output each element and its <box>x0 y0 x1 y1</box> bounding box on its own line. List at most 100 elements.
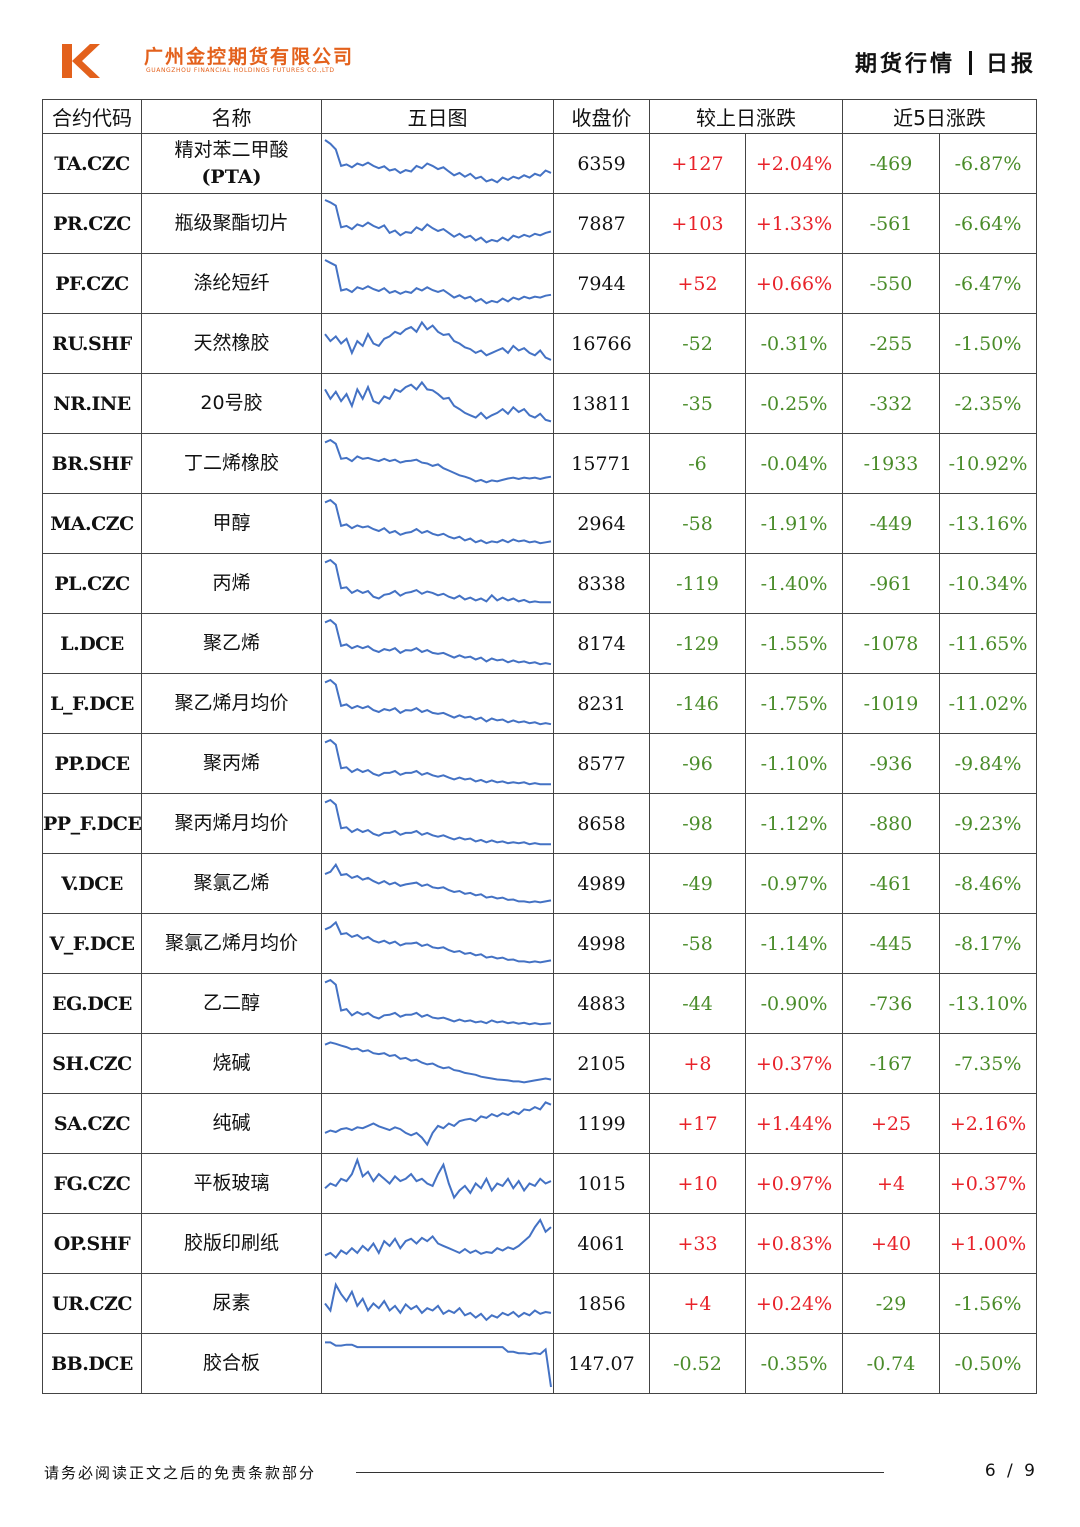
page-number: 6 / 9 <box>984 1461 1038 1481</box>
five-day-sparkline <box>321 853 554 914</box>
day-change: -96 <box>649 733 746 794</box>
sparkline-path <box>324 618 552 666</box>
day-change: -44 <box>649 973 746 1034</box>
close-price: 4998 <box>553 913 650 974</box>
table-row: V.DCE 聚氯乙烯 4989 -49 -0.97% -461 -8.46% <box>42 853 1038 914</box>
contract-name: 聚氯乙烯 <box>141 853 322 914</box>
sparkline-path <box>324 558 551 604</box>
table-row: L_F.DCE 聚乙烯月均价 8231 -146 -1.75% -1019 -11.02% <box>42 673 1038 734</box>
report-title: 期货行情 日报 <box>855 46 1036 78</box>
five-day-sparkline <box>321 1093 554 1154</box>
contract-code: PL.CZC <box>42 553 142 614</box>
five-day-sparkline <box>321 553 554 614</box>
table-row: EG.DCE 乙二醇 4883 -44 -0.90% -736 -13.10% <box>42 973 1038 1034</box>
five-day-change: -936 <box>842 733 940 794</box>
table-row: TA.CZC 精对苯二甲酸 (PTA) 6359 +127 +2.04% -469 -6.87… <box>42 133 1038 194</box>
five-day-change: -550 <box>842 253 940 314</box>
five-day-change: -961 <box>842 553 940 614</box>
close-price: 15771 <box>553 433 650 494</box>
five-day-sparkline <box>321 373 554 434</box>
close-price: 147.07 <box>553 1333 650 1394</box>
day-change: -35 <box>649 373 746 434</box>
five-day-change-pct: -7.35% <box>938 1033 1038 1094</box>
sparkline-chart <box>324 738 551 786</box>
close-price: 7944 <box>553 253 650 314</box>
contract-code: V.DCE <box>42 853 142 914</box>
futures-quote-table: 合约代码 名称 五日图 收盘价 较上日涨跌 近5日涨跌 TA.CZC 精对苯二甲酸… <box>42 99 1038 1394</box>
sparkline-chart <box>324 498 552 545</box>
five-day-change-pct: -8.46% <box>938 853 1038 914</box>
sparkline-chart <box>324 862 552 904</box>
five-day-change-pct: -9.23% <box>938 793 1038 854</box>
sparkline-chart <box>324 1041 552 1084</box>
contract-name-text: 聚乙烯月均价 <box>174 692 289 714</box>
sparkline-chart <box>325 1341 552 1388</box>
five-day-change: -332 <box>842 373 940 434</box>
contract-code: NR.INE <box>42 373 142 434</box>
contract-code: L.DCE <box>42 613 142 674</box>
contract-name: 丁二烯橡胶 <box>141 433 322 494</box>
five-day-change-pct: -11.65% <box>938 613 1038 674</box>
five-day-change: -561 <box>842 193 940 254</box>
contract-name: 精对苯二甲酸 (PTA) <box>141 133 322 194</box>
sparkline-chart <box>324 438 552 484</box>
day-change-pct: -1.75% <box>745 673 843 734</box>
five-day-change-pct: -10.34% <box>938 553 1038 614</box>
sparkline-chart <box>324 1218 552 1260</box>
header-chart: 五日图 <box>321 99 554 134</box>
contract-name-text: 胶版印刷纸 <box>183 1232 279 1254</box>
table-row: SH.CZC 烧碱 2105 +8 +0.37% -167 -7.35% <box>42 1033 1038 1094</box>
contract-name: 聚乙烯 <box>141 613 322 674</box>
five-day-change-pct: -0.50% <box>938 1333 1038 1394</box>
five-day-sparkline <box>321 1273 554 1334</box>
day-change-pct: +1.44% <box>745 1093 843 1154</box>
five-day-change-pct: -2.35% <box>938 373 1038 434</box>
contract-code: MA.CZC <box>42 493 142 554</box>
five-day-change: -29 <box>842 1273 940 1334</box>
sparkline-path <box>324 199 552 244</box>
contract-code: PR.CZC <box>42 193 142 254</box>
five-day-change: -0.74 <box>842 1333 940 1394</box>
report-period: 日报 <box>985 52 1036 77</box>
day-change-pct: -1.91% <box>745 493 843 554</box>
contract-name: 聚氯乙烯月均价 <box>141 913 322 974</box>
sparkline-chart <box>324 618 552 666</box>
five-day-change-pct: +0.37% <box>938 1153 1038 1214</box>
day-change: -119 <box>649 553 746 614</box>
day-change-pct: -1.10% <box>745 733 843 794</box>
day-change-pct: -1.14% <box>745 913 843 974</box>
sparkline-path <box>324 738 551 786</box>
sparkline-chart <box>324 798 551 846</box>
sparkline-path <box>324 798 551 846</box>
table-row: SA.CZC 纯碱 1199 +17 +1.44% +25 +2.16% <box>42 1093 1038 1154</box>
contract-name-text: 精对苯二甲酸 <box>174 138 289 161</box>
contract-name-text: 乙二醇 <box>202 992 260 1014</box>
contract-name-text: 纯碱 <box>212 1112 251 1134</box>
table-row: V_F.DCE 聚氯乙烯月均价 4998 -58 -1.14% -445 -8.17% <box>42 913 1038 974</box>
five-day-change-pct: -13.16% <box>938 493 1038 554</box>
day-change-pct: +0.66% <box>745 253 843 314</box>
day-change-pct: -0.31% <box>745 313 843 374</box>
close-price: 4883 <box>553 973 650 1034</box>
table-header-row: 合约代码 名称 五日图 收盘价 较上日涨跌 近5日涨跌 <box>42 99 1038 134</box>
five-day-sparkline <box>321 613 554 674</box>
contract-name-text: 烧碱 <box>212 1052 251 1074</box>
contract-name: 平板玻璃 <box>141 1153 322 1214</box>
close-price: 2964 <box>553 493 650 554</box>
sparkline-path <box>324 1041 552 1084</box>
header-day-change: 较上日涨跌 <box>649 99 843 134</box>
header-five-day-change: 近5日涨跌 <box>841 99 1038 134</box>
table-row: FG.CZC 平板玻璃 1015 +10 +0.97% +4 +0.37% <box>42 1153 1038 1214</box>
contract-name: 丙烯 <box>141 553 322 614</box>
five-day-change: -469 <box>842 133 940 194</box>
table-row: MA.CZC 甲醇 2964 -58 -1.91% -449 -13.16% <box>42 493 1038 554</box>
company-logo-icon <box>62 44 100 78</box>
day-change: +4 <box>649 1273 746 1334</box>
table-row: BB.DCE 胶合板 147.07 -0.52 -0.35% -0.74 -0.50% <box>42 1333 1038 1394</box>
contract-name: 乙二醇 <box>141 973 322 1034</box>
day-change-pct: -1.12% <box>745 793 843 854</box>
close-price: 8338 <box>553 553 650 614</box>
company-name-en: GUANGZHOU FINANCIAL HOLDINGS FUTURES CO.… <box>146 67 335 74</box>
five-day-change-pct: -1.56% <box>938 1273 1038 1334</box>
five-day-sparkline <box>321 493 554 554</box>
